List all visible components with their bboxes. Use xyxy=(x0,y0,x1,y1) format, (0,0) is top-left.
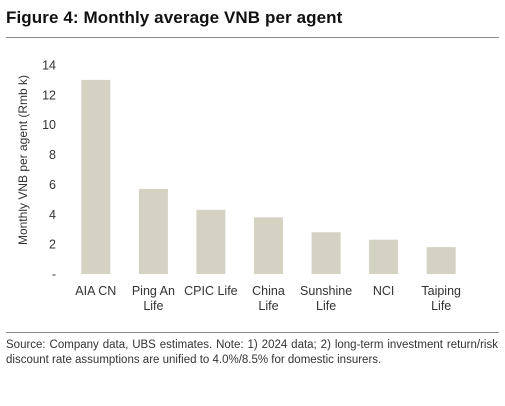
x-tick-label-line: Life xyxy=(316,299,336,313)
x-tick-label-line: AIA CN xyxy=(75,284,116,298)
bar xyxy=(138,188,168,274)
y-tick-label: 10 xyxy=(42,118,56,132)
x-tick-label-line: Life xyxy=(258,299,278,313)
y-axis-label: Monthly VNB per agent (Rmb k) xyxy=(16,75,30,245)
y-tick-label: 12 xyxy=(42,88,56,102)
source-note: Source: Company data, UBS estimates. Not… xyxy=(6,339,498,366)
x-tick-label: Ping An Life xyxy=(132,284,175,313)
y-tick-label: 8 xyxy=(49,148,56,162)
bar xyxy=(254,217,283,274)
bar xyxy=(196,209,226,274)
x-tick-label-line: Life xyxy=(431,299,451,313)
y-tick-label: - xyxy=(52,268,56,282)
y-tick-label: 2 xyxy=(49,238,56,252)
x-tick-label-line: CPIC Life xyxy=(184,284,238,298)
title-rule xyxy=(6,37,499,38)
source-rule xyxy=(6,332,499,333)
x-tick-label: CPIC Life xyxy=(184,284,238,298)
bar xyxy=(369,239,399,274)
bars xyxy=(81,79,456,275)
x-tick-label: NCI xyxy=(373,284,395,298)
x-tick-label-line: Life xyxy=(143,299,163,313)
figure-title: Figure 4: Monthly average VNB per agent xyxy=(6,8,343,27)
x-tick-label: China Life xyxy=(252,284,285,313)
x-tick-label: AIA CN xyxy=(75,284,116,298)
x-tick-label: Taiping Life xyxy=(421,284,461,313)
bar xyxy=(81,79,111,275)
y-axis: - 2 4 6 8 10 12 14 xyxy=(42,59,56,282)
x-tick-label-line: Sunshine xyxy=(300,284,352,298)
bar xyxy=(426,247,456,274)
y-tick-label: 14 xyxy=(42,59,56,73)
x-tick-label: Sunshine Life xyxy=(300,284,352,313)
x-tick-label-line: China xyxy=(252,284,285,298)
x-tick-label-line: NCI xyxy=(373,284,395,298)
y-tick-label: 6 xyxy=(49,178,56,192)
bar xyxy=(311,232,341,274)
y-tick-label: 4 xyxy=(49,208,56,222)
x-tick-label-line: Ping An xyxy=(132,284,175,298)
x-tick-label-line: Taiping xyxy=(421,284,461,298)
